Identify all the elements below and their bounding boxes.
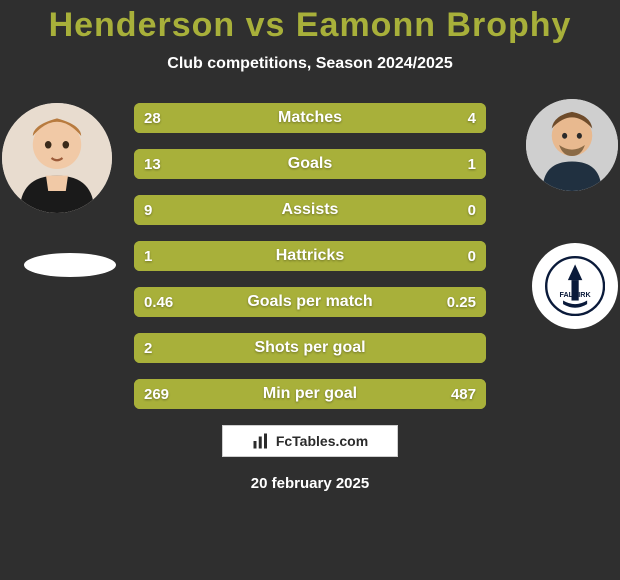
player-right-avatar	[526, 99, 618, 191]
stat-label: Goals per match	[134, 287, 486, 317]
stat-label: Shots per goal	[134, 333, 486, 363]
stat-label: Matches	[134, 103, 486, 133]
stat-row: 284Matches	[134, 103, 486, 133]
club-badge-left	[24, 253, 116, 277]
stat-bars: 284Matches 131Goals 90Assists 10Hattricks 0.…	[134, 103, 486, 409]
subtitle: Club competitions, Season 2024/2025	[0, 55, 620, 73]
bar-chart-icon	[252, 432, 270, 450]
stat-label: Assists	[134, 195, 486, 225]
person-icon	[526, 99, 618, 191]
person-icon	[2, 103, 112, 213]
site-name: FcTables.com	[276, 433, 368, 449]
comparison-stage: FALKIRK 284Matches 131Goals 90Assists 10Hat…	[0, 103, 620, 409]
footer-date: 20 february 2025	[0, 475, 620, 492]
stat-row: 269487Min per goal	[134, 379, 486, 409]
stat-row: 10Hattricks	[134, 241, 486, 271]
club-badge-text: FALKIRK	[559, 290, 591, 299]
stat-row: 90Assists	[134, 195, 486, 225]
stat-row: 131Goals	[134, 149, 486, 179]
player-left-avatar	[2, 103, 112, 213]
page-title: Henderson vs Eamonn Brophy	[0, 0, 620, 45]
shield-icon: FALKIRK	[545, 256, 605, 316]
site-badge: FcTables.com	[222, 425, 398, 457]
stat-row: 0.460.25Goals per match	[134, 287, 486, 317]
stat-row: 2Shots per goal	[134, 333, 486, 363]
stat-label: Hattricks	[134, 241, 486, 271]
stat-label: Min per goal	[134, 379, 486, 409]
club-badge-right: FALKIRK	[532, 243, 618, 329]
stat-label: Goals	[134, 149, 486, 179]
